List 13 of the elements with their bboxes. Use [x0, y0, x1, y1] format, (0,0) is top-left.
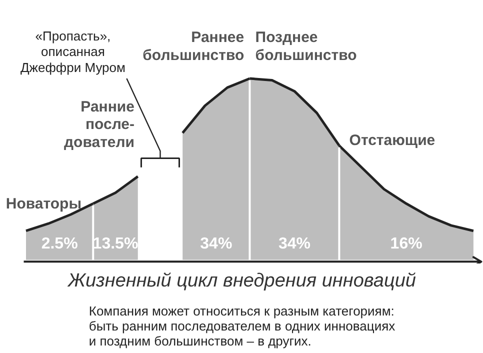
- annotation: 34%: [278, 236, 310, 253]
- series-label: Позднее большинство: [255, 29, 357, 64]
- text: «Пропасть», описанная Джеффри Муром: [20, 28, 126, 75]
- series-label: Новаторы: [6, 196, 82, 213]
- annotation: 13.5%: [92, 236, 138, 253]
- annotation: 34%: [200, 236, 232, 253]
- series-label: Раннее большинство: [142, 29, 244, 64]
- text: Компания может относиться к разным категориям: быть ранним последователем в одних инновациях и поздним большинством – в других.: [88, 304, 396, 348]
- annotation: 16%: [390, 236, 422, 253]
- x-axis-title: Жизненный цикл внедрения инноваций: [67, 270, 416, 292]
- annotation: 2.5%: [41, 236, 78, 253]
- series-label: Ранние после- дователи: [64, 98, 135, 152]
- series-label: Отстающие: [349, 132, 436, 150]
